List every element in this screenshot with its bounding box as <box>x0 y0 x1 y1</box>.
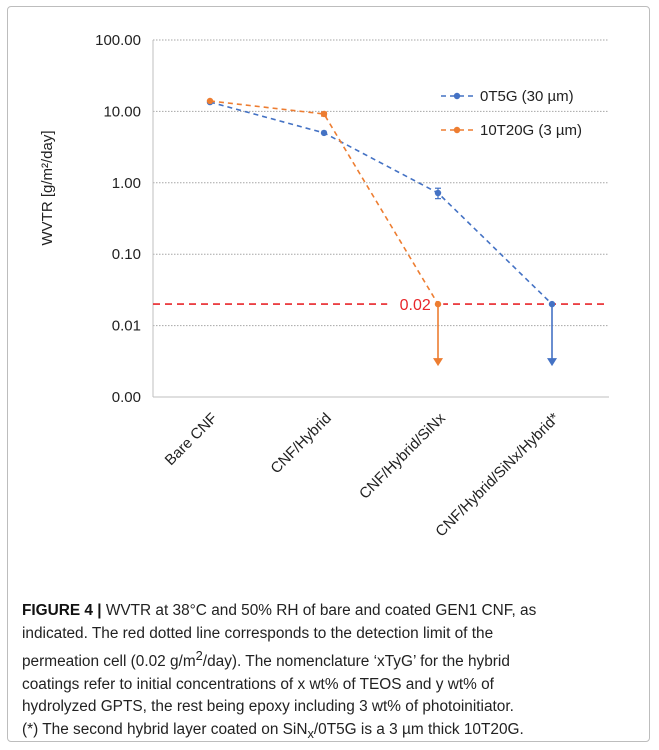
caption-line-6a: (*) The second hybrid layer coated on Si… <box>22 720 308 738</box>
caption-line-3-sup: 2 <box>195 648 203 663</box>
data-point <box>434 189 442 197</box>
x-tick-label: CNF/Hybrid/SiNx <box>356 409 449 502</box>
legend-label: 0T5G (30 µm) <box>480 88 574 105</box>
y-tick-label: 100.00 <box>95 32 141 49</box>
legend-marker <box>453 92 461 100</box>
caption-line-1: WVTR at 38°C and 50% RH of bare and coat… <box>101 602 537 619</box>
data-point <box>320 129 328 137</box>
series-line <box>209 100 439 305</box>
detection-limit-label: 0.02 <box>400 297 431 314</box>
legend: 0T5G (30 µm) 10T20G (3 µm) <box>441 88 582 139</box>
figure-frame <box>7 6 650 742</box>
caption-line-4: coatings refer to initial concentrations… <box>22 675 494 693</box>
x-tick-labels: Bare CNF CNF/Hybrid CNF/Hybrid/SiNxCNF/Hyb… <box>162 409 563 540</box>
legend-marker <box>453 126 461 134</box>
y-tick-label: 0.00 <box>112 389 141 406</box>
data-point <box>206 97 214 105</box>
y-tick-labels: 100.00 10.00 1.00 0.10 0.01 0.00 <box>95 32 141 406</box>
caption-line-3a: permeation cell (0.02 g/m <box>22 653 196 671</box>
caption-line-6b: /0T5G is a 3 µm thick 10T20G. <box>313 720 524 738</box>
caption-line-3b: /day). The nomenclature ‘xTyG’ for the h… <box>202 653 510 671</box>
legend-label: 10T20G (3 µm) <box>480 122 582 139</box>
caption-line-5: hydrolyzed GPTS, the rest being epoxy in… <box>22 698 514 716</box>
series-group <box>206 97 557 367</box>
y-tick-label: 1.00 <box>112 175 141 192</box>
x-tick-label: CNF/Hybrid/SiNx/Hybrid* <box>432 410 563 541</box>
series-line <box>209 101 553 305</box>
upper-limit-arrowhead <box>547 358 557 367</box>
figure-caption: FIGURE 4 | WVTR at 38°C and 50% RH of ba… <box>22 600 642 745</box>
detection-limit-label-bg <box>387 294 444 315</box>
y-axis-label: WVTR [g/m²/day] <box>39 130 56 245</box>
wvtr-chart: 100.00 10.00 1.00 0.10 0.01 0.00 Bare CNF CNF/… <box>39 32 609 540</box>
y-tick-label: 0.01 <box>112 318 141 335</box>
x-tick-label: Bare CNF <box>162 410 221 469</box>
x-tick-label: CNF/Hybrid <box>267 410 334 477</box>
caption-label: FIGURE 4 | <box>22 602 102 619</box>
data-point <box>320 110 328 118</box>
upper-limit-arrowhead <box>433 358 443 367</box>
detection-limit: 0.02 <box>153 294 609 315</box>
y-tick-label: 0.10 <box>112 246 141 263</box>
gridlines <box>153 39 609 327</box>
caption-line-6-sub: x <box>307 725 314 741</box>
y-tick-label: 10.00 <box>103 103 141 120</box>
caption-line-2: indicated. The red dotted line correspon… <box>22 624 494 642</box>
